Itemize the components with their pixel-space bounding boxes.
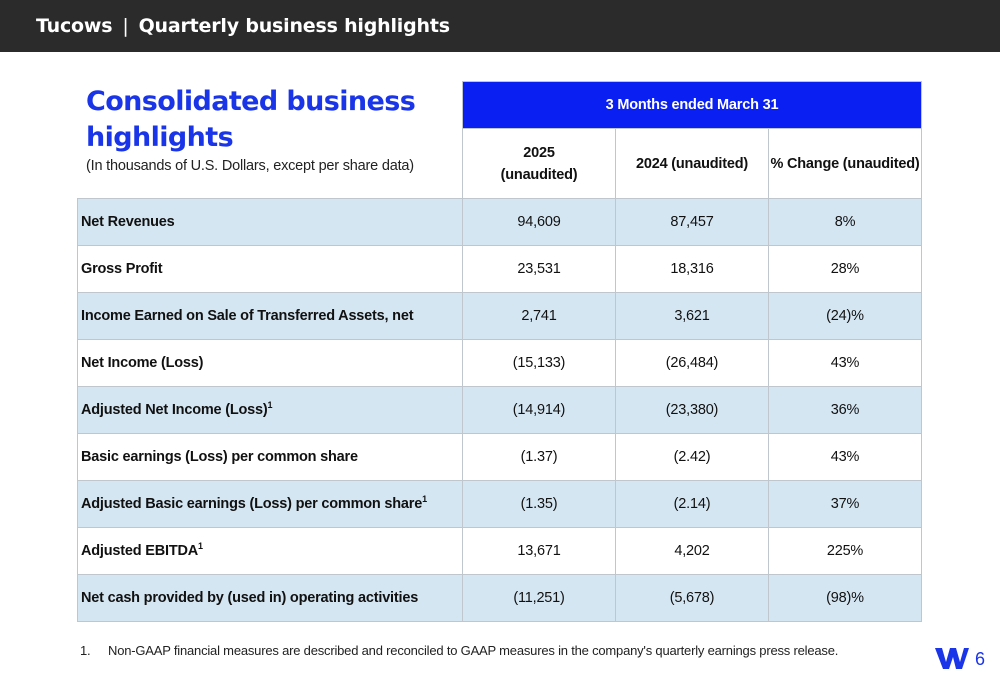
value-2025: 94,609	[462, 198, 616, 246]
row-label-text: Net Revenues	[81, 214, 175, 230]
row-label-text: Net Income (Loss)	[81, 355, 204, 371]
value-2024: (5,678)	[615, 574, 769, 622]
column-header-2024: 2024 (unaudited)	[615, 128, 769, 199]
value-2024: 3,621	[615, 292, 769, 340]
column-header-change: % Change (unaudited)	[768, 128, 922, 199]
value-2025: (1.35)	[462, 480, 616, 528]
value-change: 36%	[768, 386, 922, 434]
table-body: Net Revenues 94,609 87,457 8% Gross Profit 23…	[77, 198, 922, 622]
value-change: 43%	[768, 433, 922, 481]
row-label-text: Income Earned on Sale of Transferred Ass…	[81, 308, 414, 324]
value-2024: 87,457	[615, 198, 769, 246]
row-label-text: Gross Profit	[81, 261, 163, 277]
page-title: Consolidated business highlights	[86, 86, 416, 153]
footnote-number: 1.	[80, 643, 91, 658]
value-2024: (2.14)	[615, 480, 769, 528]
footnote: 1. Non-GAAP financial measures are descri…	[80, 643, 838, 658]
value-2025: (15,133)	[462, 339, 616, 387]
footnote-ref: 1	[267, 400, 273, 411]
page-subtitle: (In thousands of U.S. Dollars, except pe…	[86, 158, 414, 174]
row-label: Income Earned on Sale of Transferred Ass…	[77, 292, 463, 340]
value-change: 43%	[768, 339, 922, 387]
tucows-logo-icon	[934, 645, 970, 676]
value-2025: 23,531	[462, 245, 616, 293]
table-row: Adjusted Basic earnings (Loss) per commo…	[77, 480, 922, 528]
footnote-text: Non-GAAP financial measures are describe…	[108, 643, 839, 658]
top-bar: Tucows | Quarterly business highlights	[0, 0, 1000, 52]
value-2024: (2.42)	[615, 433, 769, 481]
value-2025: (14,914)	[462, 386, 616, 434]
header-spacer	[78, 82, 463, 199]
section-heading: Consolidated business highlights (In tho…	[86, 84, 456, 174]
row-label-text: Adjusted EBITDA	[81, 543, 199, 559]
row-label: Net cash provided by (used in) operating…	[77, 574, 463, 622]
table-row: Net Revenues 94,609 87,457 8%	[77, 198, 922, 246]
value-2024: (23,380)	[615, 386, 769, 434]
value-change: 28%	[768, 245, 922, 293]
table-row: Gross Profit 23,531 18,316 28%	[77, 245, 922, 293]
table-row: Income Earned on Sale of Transferred Ass…	[77, 292, 922, 340]
period-header: 3 Months ended March 31	[462, 81, 922, 129]
value-2025: 2,741	[462, 292, 616, 340]
slide-title: Quarterly business highlights	[138, 15, 450, 37]
table-row: Basic earnings (Loss) per common share (1…	[77, 433, 922, 481]
value-change: (98)%	[768, 574, 922, 622]
row-label: Adjusted Net Income (Loss)1	[77, 386, 463, 434]
table-header-row: 3 Months ended March 31	[78, 81, 922, 129]
value-2025: (1.37)	[462, 433, 616, 481]
highlights-table: 3 Months ended March 31 2025 (unaudited)…	[77, 81, 922, 622]
column-header-2025-note: (unaudited)	[500, 166, 578, 183]
table-row: Adjusted EBITDA1 13,671 4,202 225%	[77, 527, 922, 575]
value-2024: 18,316	[615, 245, 769, 293]
value-2024: (26,484)	[615, 339, 769, 387]
value-2025: 13,671	[462, 527, 616, 575]
row-label: Gross Profit	[77, 245, 463, 293]
row-label-text: Net cash provided by (used in) operating…	[81, 590, 419, 606]
value-change: 225%	[768, 527, 922, 575]
page-number: 6	[975, 649, 986, 669]
row-label-text: Basic earnings (Loss) per common share	[81, 449, 358, 465]
row-label: Adjusted EBITDA1	[77, 527, 463, 575]
table-row: Net cash provided by (used in) operating…	[77, 574, 922, 622]
value-change: (24)%	[768, 292, 922, 340]
row-label: Net Revenues	[77, 198, 463, 246]
value-change: 8%	[768, 198, 922, 246]
row-label-text: Adjusted Basic earnings (Loss) per commo…	[81, 496, 423, 512]
value-change: 37%	[768, 480, 922, 528]
row-label: Net Income (Loss)	[77, 339, 463, 387]
row-label: Basic earnings (Loss) per common share	[77, 433, 463, 481]
row-label-text: Adjusted Net Income (Loss)	[81, 402, 268, 418]
row-label: Adjusted Basic earnings (Loss) per commo…	[77, 480, 463, 528]
brand-name: Tucows	[36, 15, 113, 37]
table-row: Adjusted Net Income (Loss)1 (14,914) (23,3…	[77, 386, 922, 434]
footnote-ref: 1	[198, 541, 203, 552]
table-subheader-row: 2025 (unaudited) 2024 (unaudited) % Chan…	[78, 128, 922, 199]
column-header-2025: 2025 (unaudited)	[462, 128, 616, 199]
header-separator: |	[122, 15, 129, 37]
value-2024: 4,202	[615, 527, 769, 575]
footnote-ref: 1	[422, 494, 427, 505]
value-2025: (11,251)	[462, 574, 616, 622]
table-row: Net Income (Loss) (15,133) (26,484) 43%	[77, 339, 922, 387]
column-header-2025-year: 2025	[523, 144, 555, 161]
